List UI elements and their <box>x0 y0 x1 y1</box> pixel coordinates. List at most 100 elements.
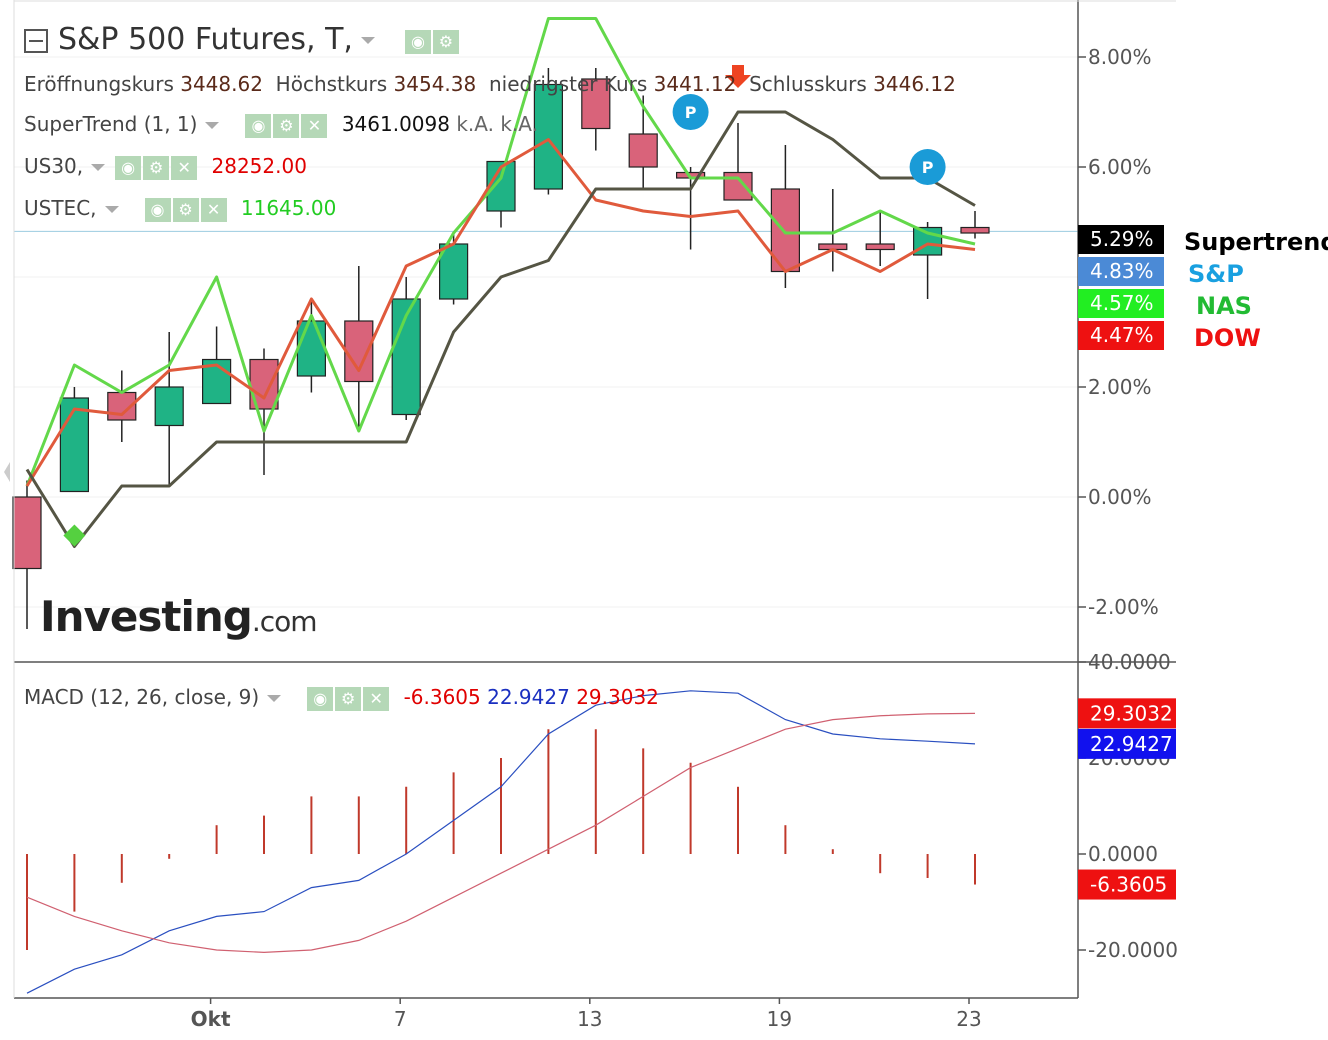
gear-icon[interactable]: ⚙ <box>432 29 459 54</box>
candle-body[interactable] <box>960 226 990 234</box>
ohlc-open-value: 3448.62 <box>180 72 263 96</box>
last-value-badge <box>1078 289 1164 318</box>
macd-axis-tick-label: -20.0000 <box>1088 938 1178 962</box>
gear-icon[interactable]: ⚙ <box>172 198 199 223</box>
eye-icon[interactable]: ◉ <box>144 198 171 223</box>
last-value-badge <box>1078 257 1164 286</box>
time-axis-tick-label: 13 <box>577 1007 602 1031</box>
close-icon[interactable]: ✕ <box>171 156 198 181</box>
supertrend-value: 3461.0098 <box>341 112 450 136</box>
close-icon[interactable]: ✕ <box>200 198 227 223</box>
macd-last-value-badge <box>1078 869 1176 900</box>
candle-body[interactable] <box>439 243 469 300</box>
pivot-marker-label: P <box>922 158 934 177</box>
gear-icon[interactable]: ⚙ <box>273 114 300 139</box>
watermark-suffix: .com <box>251 605 318 638</box>
candle-body[interactable] <box>581 78 611 130</box>
candle-body[interactable] <box>533 83 564 190</box>
macd-pane[interactable] <box>26 690 976 994</box>
last-value-label: 4.83% <box>1090 259 1154 283</box>
ustec-value: 11645.00 <box>240 196 337 220</box>
candle-body[interactable] <box>296 320 326 377</box>
macd-axis-tick-label: 0.0000 <box>1088 842 1158 866</box>
supertrend-na-1: k.A. <box>456 112 494 136</box>
eye-icon[interactable]: ◉ <box>307 687 334 712</box>
collapse-icon[interactable] <box>24 28 48 53</box>
candle-body[interactable] <box>12 496 42 570</box>
chevron-down-icon[interactable] <box>104 206 119 213</box>
gear-icon[interactable]: ⚙ <box>143 156 170 181</box>
macd-axis-tick-label: 40.0000 <box>1088 650 1171 674</box>
macd-hist-value: -6.3605 <box>403 685 481 709</box>
chart-title: S&P 500 Futures, T, <box>58 22 353 57</box>
macd-last-value-label: 29.3032 <box>1090 701 1173 725</box>
macd-last-value-label: -6.3605 <box>1090 873 1167 897</box>
time-axis-tick-label: 19 <box>767 1007 792 1031</box>
series-line-supertrend[interactable] <box>25 110 976 548</box>
us30-legend: US30, ◉ ⚙ ✕ 28252.00 <box>24 154 307 181</box>
collapse-left-icon[interactable] <box>4 462 10 482</box>
chevron-down-icon[interactable] <box>360 37 375 44</box>
eye-icon[interactable]: ◉ <box>404 29 431 54</box>
chart-title-row: S&P 500 Futures, T, ◉ ⚙ <box>24 22 467 58</box>
close-icon[interactable]: ✕ <box>301 114 328 139</box>
ohlc-low-label: niedrigster Kurs <box>488 72 648 96</box>
series-name-label: S&P <box>1188 260 1244 288</box>
axis-labels: -2.00%0.00%2.00%4.00%6.00%8.00%-20.00000… <box>191 45 1328 1031</box>
ohlc-close-label: Schlusskurs <box>749 72 867 96</box>
candle-body[interactable] <box>865 243 895 251</box>
chevron-down-icon[interactable] <box>91 164 106 171</box>
diamond-marker-icon <box>63 524 86 547</box>
macd-line[interactable] <box>26 690 976 994</box>
watermark-brand: Investing <box>40 592 253 641</box>
macd-last-value-label: 22.9427 <box>1090 732 1173 756</box>
candle-body[interactable] <box>59 397 90 493</box>
last-value-label: 4.57% <box>1090 291 1154 315</box>
last-value-badge <box>1078 321 1164 350</box>
axes <box>4 0 1176 1004</box>
eye-icon[interactable]: ◉ <box>115 156 142 181</box>
chevron-down-icon[interactable] <box>205 122 220 129</box>
time-axis-tick-label: 7 <box>394 1007 407 1031</box>
macd-last-value-badge <box>1078 728 1176 759</box>
eye-icon[interactable]: ◉ <box>245 114 272 139</box>
ustec-label: USTEC, <box>24 196 97 220</box>
series-line-dow[interactable] <box>25 138 976 487</box>
supertrend-na-2: k.A. <box>500 112 538 136</box>
pivot-marker-icon[interactable] <box>909 149 946 185</box>
candle-body[interactable] <box>628 133 658 168</box>
gear-icon[interactable]: ⚙ <box>335 687 362 712</box>
macd-legend: MACD (12, 26, close, 9) ◉ ⚙ ✕ -6.3605 22.94… <box>24 685 659 712</box>
pivot-marker-icon[interactable] <box>672 94 709 130</box>
supertrend-label: SuperTrend (1, 1) <box>24 112 198 136</box>
price-axis-tick-label: 8.00% <box>1088 45 1152 69</box>
macd-label: MACD (12, 26, close, 9) <box>24 685 260 709</box>
us30-value: 28252.00 <box>211 154 307 178</box>
us30-label: US30, <box>24 154 84 178</box>
time-axis-tick-label: Okt <box>191 1007 231 1031</box>
investing-watermark: Investing.com <box>40 592 318 641</box>
price-axis-tick-label: -2.00% <box>1088 595 1159 619</box>
grid <box>14 56 1078 608</box>
ohlc-close-value: 3446.12 <box>873 72 956 96</box>
candle-body[interactable] <box>154 386 184 427</box>
macd-signal-line[interactable] <box>26 712 976 954</box>
supertrend-legend: SuperTrend (1, 1) ◉ ⚙ ✕ 3461.0098 k.A. k.A. <box>24 112 538 139</box>
ohlc-high-label: Höchstkurs <box>275 72 388 96</box>
arrow-down-icon <box>725 65 751 88</box>
ohlc-row: Eröffnungskurs 3448.62 Höchstkurs 3454.3… <box>24 72 956 96</box>
ustec-legend: USTEC, ◉ ⚙ ✕ 11645.00 <box>24 196 337 223</box>
macd-signal-value: 29.3032 <box>576 685 659 709</box>
chevron-down-icon[interactable] <box>267 695 282 702</box>
price-axis-tick-label: 2.00% <box>1088 375 1152 399</box>
candle-body[interactable] <box>723 171 753 201</box>
price-pane[interactable]: PP <box>12 17 990 630</box>
time-axis-tick-label: 23 <box>956 1007 981 1031</box>
close-icon[interactable]: ✕ <box>363 687 390 712</box>
candle-body[interactable] <box>912 226 943 256</box>
last-value-label: 4.47% <box>1090 323 1154 347</box>
macd-last-value-badge <box>1078 698 1176 729</box>
series-line-nas[interactable] <box>25 17 976 487</box>
